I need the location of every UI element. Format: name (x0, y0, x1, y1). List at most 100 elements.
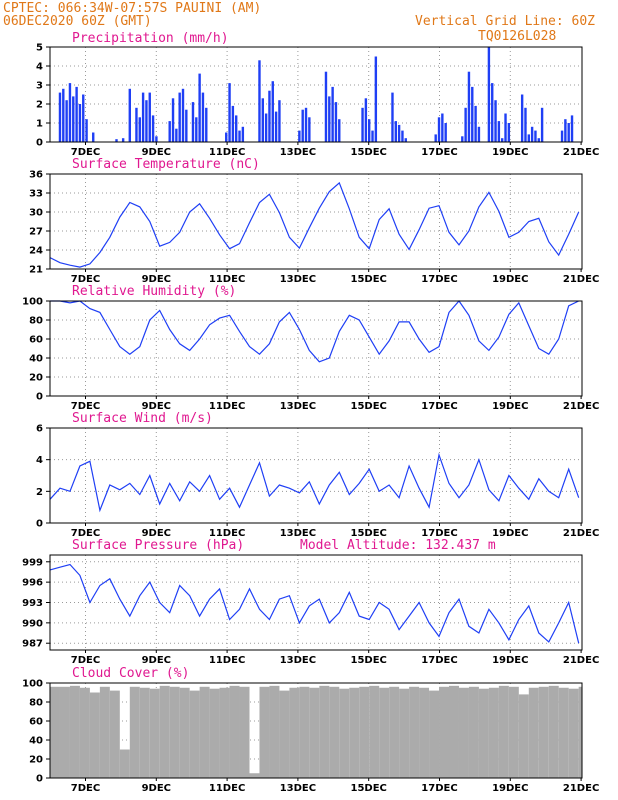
precip-bar (235, 115, 238, 142)
x-tick-label: 11DEC (209, 274, 245, 285)
precip-bar (274, 111, 278, 142)
precip-bar (201, 92, 205, 142)
precip-bar (78, 104, 82, 142)
x-tick-label: 9DEC (142, 147, 171, 158)
precip-bar (205, 107, 208, 142)
precip-bar (264, 113, 268, 142)
precip-bar (441, 113, 444, 142)
cloud-cover-bar (439, 686, 449, 778)
precip-bar (68, 83, 72, 142)
cloud-cover-bar (468, 686, 479, 778)
y-tick-label: 40 (29, 736, 43, 747)
y-tick-label: 3 (36, 81, 43, 92)
precip-bar (491, 83, 494, 142)
series-line (49, 563, 580, 644)
precip-bar (397, 124, 401, 142)
y-tick-label: 0 (36, 392, 43, 403)
cloud-cover-bar (59, 686, 70, 778)
cloud-cover-bar (309, 687, 320, 778)
precip-bar (85, 119, 88, 142)
x-tick-label: 15DEC (351, 401, 387, 412)
precip-bar (258, 60, 261, 142)
y-tick-label: 33 (29, 189, 43, 200)
chart-title: Cloud Cover (%) (72, 666, 189, 681)
precip-bar (175, 128, 178, 142)
precip-bar (504, 113, 507, 142)
chart-panel-0: 0 1 2 3 4 5 7DEC 9DEC 11DEC 13DEC 15DEC 17DEC 19DEC 2… (36, 31, 599, 158)
cloud-cover-bar (548, 685, 559, 778)
precip-bar (540, 107, 544, 142)
cloud-cover-bar (149, 688, 160, 778)
precip-bar (464, 107, 467, 142)
cloud-cover-bar (389, 686, 400, 778)
precip-bar (181, 88, 185, 142)
x-tick-label: 13DEC (280, 655, 316, 666)
cloud-cover-bar (379, 687, 390, 778)
x-tick-label: 13DEC (280, 274, 316, 285)
precip-bar (328, 96, 331, 142)
precip-bar (537, 138, 540, 142)
cloud-cover-bar (169, 686, 180, 778)
cloud-cover-bar (329, 686, 340, 778)
x-tick-label: 7DEC (71, 274, 100, 285)
precip-bar (444, 123, 447, 142)
y-tick-label: 0 (36, 519, 43, 530)
x-tick-label: 15DEC (351, 655, 387, 666)
x-tick-label: 17DEC (421, 401, 457, 412)
precip-bar (261, 98, 264, 142)
precip-bar (75, 86, 78, 142)
cloud-cover-bar (478, 688, 489, 778)
cloud-cover-bar (558, 687, 569, 778)
chart-title: Surface Temperature (nC) (72, 157, 260, 172)
precip-bar (168, 121, 171, 142)
cloud-cover-bar (119, 749, 130, 778)
cloud-cover-bar (249, 773, 260, 778)
series-line (49, 452, 580, 513)
cloud-cover-bar (99, 686, 110, 778)
precip-bar (560, 130, 564, 142)
y-tick-label: 4 (36, 455, 43, 466)
y-tick-label: 100 (22, 679, 43, 690)
y-tick-label: 999 (22, 557, 43, 568)
cloud-cover-bar (299, 686, 310, 778)
x-tick-label: 19DEC (492, 147, 528, 158)
header-location: CPTEC: 066:34W-07:57S PAUINI (AM) (3, 1, 261, 16)
y-tick-label: 2 (36, 100, 43, 111)
precip-bar (231, 105, 235, 142)
cloud-cover-bar (219, 687, 230, 778)
cloud-cover-bar (79, 687, 90, 778)
y-tick-label: 36 (29, 170, 43, 181)
precip-bar (471, 86, 474, 142)
plot-frame (49, 173, 583, 270)
precip-bar (497, 121, 501, 142)
precip-bar (298, 130, 301, 142)
precip-bar (138, 117, 141, 142)
precip-bar (308, 117, 311, 142)
precip-bar (141, 92, 145, 142)
x-tick-label: 19DEC (492, 528, 528, 539)
precip-bar (391, 92, 394, 142)
y-tick-label: 60 (29, 717, 43, 728)
x-tick-label: 15DEC (351, 528, 387, 539)
x-tick-label: 7DEC (71, 401, 100, 412)
precip-bar (324, 71, 328, 142)
precip-bar (128, 88, 131, 142)
x-tick-label: 13DEC (280, 147, 316, 158)
header-model: TQ0126L028 (478, 29, 556, 44)
precip-bar (185, 109, 188, 142)
precip-bar (301, 109, 304, 142)
cloud-cover-bar (568, 688, 579, 778)
x-tick-label: 21DEC (563, 783, 599, 794)
precip-bar (364, 98, 368, 142)
chart-panel-5: 0 20 40 60 80 100 7DEC 9DEC 11DEC 13DEC 15DEC 17DEC… (22, 666, 599, 794)
cloud-cover-bar (279, 690, 290, 778)
x-tick-label: 13DEC (280, 401, 316, 412)
x-tick-label: 7DEC (71, 528, 100, 539)
x-tick-label: 21DEC (563, 147, 599, 158)
x-tick-label: 7DEC (71, 655, 100, 666)
x-tick-label: 9DEC (142, 783, 171, 794)
precip-bar (461, 136, 464, 142)
y-tick-label: 1 (36, 119, 43, 130)
precip-bar (437, 117, 441, 142)
